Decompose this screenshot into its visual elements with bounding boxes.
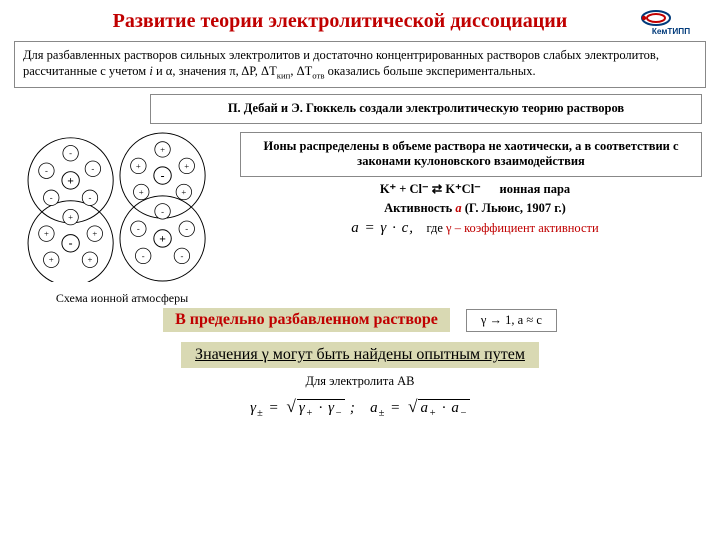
- ab-line: Для электролита AB: [0, 374, 720, 389]
- ions-box: Ионы распределены в объеме раствора не х…: [240, 132, 702, 177]
- svg-text:-: -: [45, 165, 48, 175]
- ion-atmosphere-diagram: + - - + - - - - - + + + + + + + + + + - - - - -: [14, 132, 224, 282]
- activity-formula-line: a = γ · c, где γ – коэффициент активност…: [230, 220, 720, 237]
- svg-text:-: -: [69, 148, 72, 158]
- svg-text:+: +: [92, 228, 97, 238]
- svg-text:-: -: [50, 192, 53, 202]
- svg-text:-: -: [185, 223, 188, 233]
- ionpair-line: K⁺ + Cl⁻ ⇄ K⁺Cl⁻ ионная пара: [230, 181, 720, 197]
- svg-text:+: +: [159, 232, 166, 245]
- svg-text:+: +: [136, 160, 141, 170]
- svg-text:КемТИПП: КемТИПП: [652, 27, 690, 36]
- intro-box: Для разбавленных растворов сильных элект…: [14, 41, 706, 88]
- svg-text:+: +: [139, 187, 144, 197]
- svg-text:-: -: [89, 192, 92, 202]
- svg-text:+: +: [44, 228, 49, 238]
- svg-text:+: +: [49, 254, 54, 264]
- svg-text:+: +: [88, 254, 93, 264]
- activity-line: Активность a (Г. Льюис, 1907 г.): [230, 201, 720, 216]
- diagram-caption: Схема ионной атмосферы: [14, 291, 230, 306]
- svg-text:-: -: [142, 250, 145, 260]
- svg-text:+: +: [68, 212, 73, 222]
- svg-text:+: +: [160, 144, 165, 154]
- svg-text:+: +: [67, 174, 74, 187]
- logo: КемТИПП: [640, 6, 702, 42]
- dilute-row: В предельно разбавленном растворе γ → 1,…: [0, 308, 720, 333]
- experimental-line: Значения γ могут быть найдены опытным пу…: [0, 342, 720, 368]
- debai-box: П. Дебай и Э. Гюккель создали электролит…: [150, 94, 702, 124]
- svg-text:+: +: [181, 187, 186, 197]
- svg-text:-: -: [180, 250, 183, 260]
- page-title: Развитие теории электролитической диссоц…: [0, 0, 720, 39]
- svg-text:-: -: [91, 163, 94, 173]
- svg-text:-: -: [69, 237, 73, 250]
- svg-text:-: -: [161, 169, 165, 182]
- svg-text:+: +: [184, 160, 189, 170]
- svg-text:-: -: [161, 206, 164, 216]
- svg-text:-: -: [137, 223, 140, 233]
- ab-formula: γ± = γ+ · γ− ; a± = a+ · a−: [0, 397, 720, 419]
